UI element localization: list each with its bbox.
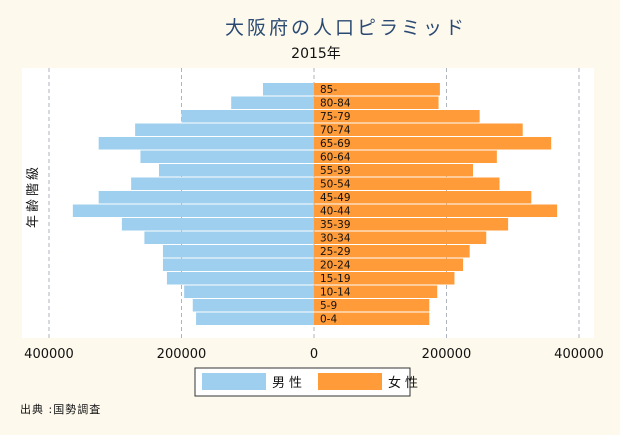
x-tick-label: 200000 [157,347,207,362]
legend-swatch-female [318,373,382,390]
bar-male-25-29 [162,245,314,258]
bar-male-40-44 [72,204,314,217]
bar-female-85- [314,83,440,96]
bar-male-15-19 [166,272,314,285]
age-label-30-34: 30-34 [320,233,351,245]
age-label-80-84: 80-84 [320,98,351,110]
bar-male-55-59 [158,164,314,177]
bar-male-80-84 [231,96,314,109]
age-label-55-59: 55-59 [320,165,351,177]
bar-female-45-49 [314,191,532,204]
bar-female-35-39 [314,218,509,231]
bar-male-30-34 [144,231,314,244]
bar-female-25-29 [314,245,470,258]
x-tick-label: 400000 [24,347,74,362]
bar-female-80-84 [314,96,439,109]
bar-male-10-14 [184,285,314,298]
bar-female-0-4 [314,312,430,325]
bar-female-55-59 [314,164,473,177]
age-label-5-9: 5-9 [320,300,337,312]
bar-male-65-69 [98,137,314,150]
age-label-35-39: 35-39 [320,219,351,231]
bar-female-65-69 [314,137,552,150]
y-axis-label: 年齢階級 [26,164,41,228]
legend: 男性 女性 [194,367,422,397]
bar-female-20-24 [314,258,464,271]
age-label-10-14: 10-14 [320,287,351,299]
age-label-0-4: 0-4 [320,314,337,326]
bar-male-45-49 [98,191,314,204]
age-label-45-49: 45-49 [320,192,351,204]
bar-female-75-79 [314,110,480,123]
legend-swatch-male [202,373,266,390]
bar-female-70-74 [314,123,523,136]
age-label-25-29: 25-29 [320,246,351,258]
x-tick-label: 0 [310,347,318,362]
chart-subtitle: 2015年 [291,46,341,62]
legend-label-male: 男性 [272,376,306,391]
bar-male-60-64 [140,150,314,163]
bar-male-50-54 [131,177,314,190]
source-note: 出典 :国勢調査 [20,402,101,416]
bar-female-5-9 [314,299,430,312]
bar-male-0-4 [196,312,314,325]
legend-label-female: 女性 [388,375,422,391]
bar-female-60-64 [314,150,497,163]
bars-layer [72,83,558,325]
bar-female-10-14 [314,285,438,298]
x-tick-label: 200000 [422,347,472,362]
age-label-65-69: 65-69 [320,138,351,150]
age-label-85-: 85- [320,84,337,96]
bar-male-70-74 [135,123,314,136]
x-tick-labels: 400000 200000 0 200000 400000 [24,347,604,362]
bar-female-15-19 [314,272,455,285]
bar-female-30-34 [314,231,487,244]
age-label-15-19: 15-19 [320,273,351,285]
age-label-40-44: 40-44 [320,206,351,218]
age-label-75-79: 75-79 [320,111,351,123]
bar-male-35-39 [121,218,314,231]
bar-male-20-24 [162,258,314,271]
chart-title: 大阪府の人口ピラミッド [225,17,467,39]
age-label-20-24: 20-24 [320,260,351,272]
age-label-70-74: 70-74 [320,125,351,137]
bar-female-40-44 [314,204,558,217]
x-tick-label: 400000 [554,347,604,362]
age-label-60-64: 60-64 [320,152,351,164]
bar-male-85- [262,83,314,96]
bar-male-5-9 [192,299,314,312]
age-label-50-54: 50-54 [320,179,351,191]
bar-female-50-54 [314,177,500,190]
bar-male-75-79 [181,110,314,123]
